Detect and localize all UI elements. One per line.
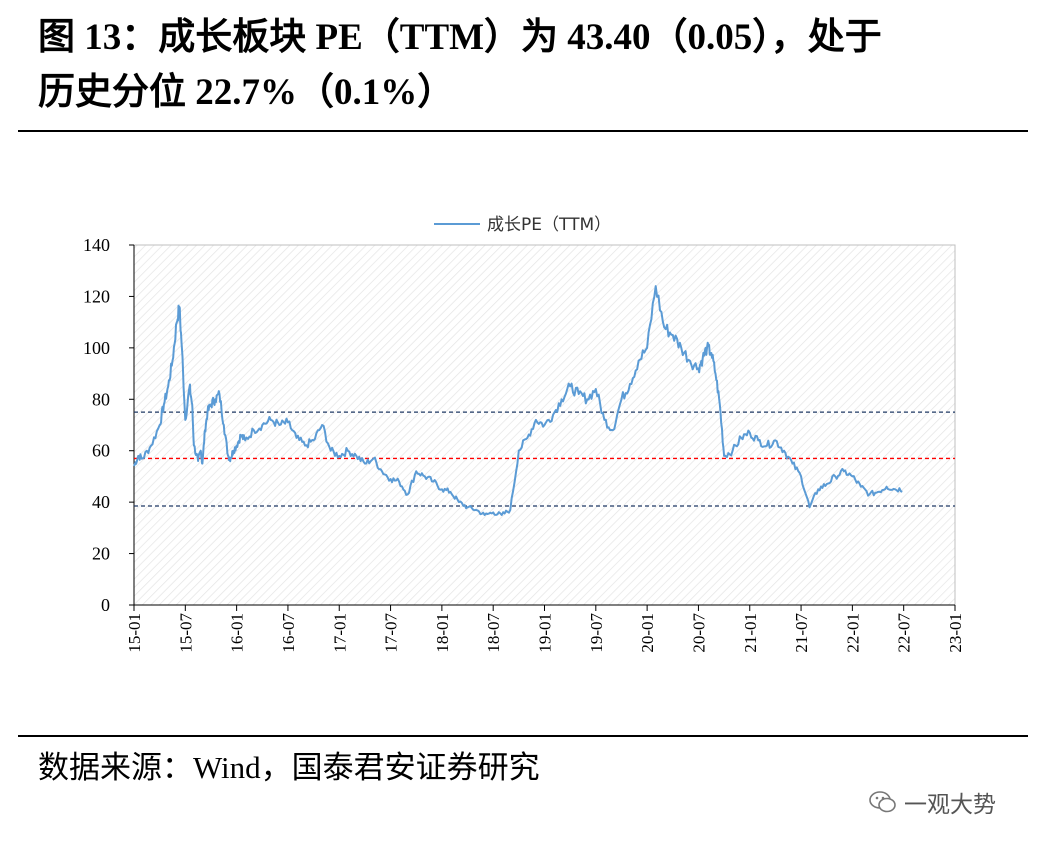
y-tick-label: 20 (92, 544, 110, 564)
x-tick-label: 15-01 (125, 613, 144, 653)
y-tick-label: 100 (83, 338, 110, 358)
data-source-note: 数据来源：Wind，国泰君安证券研究 (38, 750, 540, 785)
x-tick-label: 17-01 (330, 613, 349, 653)
x-tick-label: 19-07 (587, 613, 606, 653)
x-tick-label: 20-07 (689, 613, 708, 653)
figure-title-line2: 历史分位 22.7%（0.1%） (38, 72, 455, 113)
x-tick-label: 18-01 (433, 613, 452, 653)
legend-label: 成长PE（TTM） (487, 215, 611, 235)
wechat-icon (869, 791, 896, 813)
legend: 成长PE（TTM） (434, 215, 611, 235)
watermark: 一观大势 (868, 785, 996, 819)
x-tick-label: 15-07 (176, 613, 195, 653)
series-layer (133, 285, 903, 516)
x-tick-label: 19-01 (536, 613, 555, 653)
x-tick-label: 16-07 (279, 613, 298, 653)
x-tick-label: 22-01 (843, 613, 862, 653)
x-tick-label: 21-01 (741, 613, 760, 653)
y-tick-label: 60 (92, 441, 110, 461)
figure-title-line1: 图 13：成长板块 PE（TTM）为 43.40（0.05），处于 (38, 17, 882, 58)
y-tick-label: 120 (83, 286, 110, 306)
x-tick-label: 22-07 (895, 613, 914, 653)
watermark-text: 一观大势 (904, 792, 996, 818)
reference-lines (134, 411, 955, 507)
x-axis: 15-01 15-07 16-01 16-07 17-01 17-07 18-01 18-07… (125, 604, 965, 653)
x-tick-label: 17-07 (382, 613, 401, 653)
y-tick-label: 0 (101, 595, 110, 615)
x-tick-label: 18-07 (484, 613, 503, 653)
x-tick-label: 23-01 (946, 613, 965, 653)
series-line-growth-pe (133, 285, 903, 516)
x-tick-label: 21-07 (792, 613, 811, 653)
bottom-divider (18, 735, 1028, 737)
y-tick-label: 80 (92, 389, 110, 409)
y-axis: 0 20 40 60 80 100 120 140 (83, 235, 135, 615)
y-tick-label: 40 (92, 492, 110, 512)
x-tick-label: 20-01 (638, 613, 657, 653)
x-tick-label: 16-01 (228, 613, 247, 653)
top-divider (18, 130, 1028, 132)
figure-title: 图 13：成长板块 PE（TTM）为 43.40（0.05），处于 历史分位 2… (38, 10, 1038, 120)
y-tick-label: 140 (83, 235, 110, 255)
